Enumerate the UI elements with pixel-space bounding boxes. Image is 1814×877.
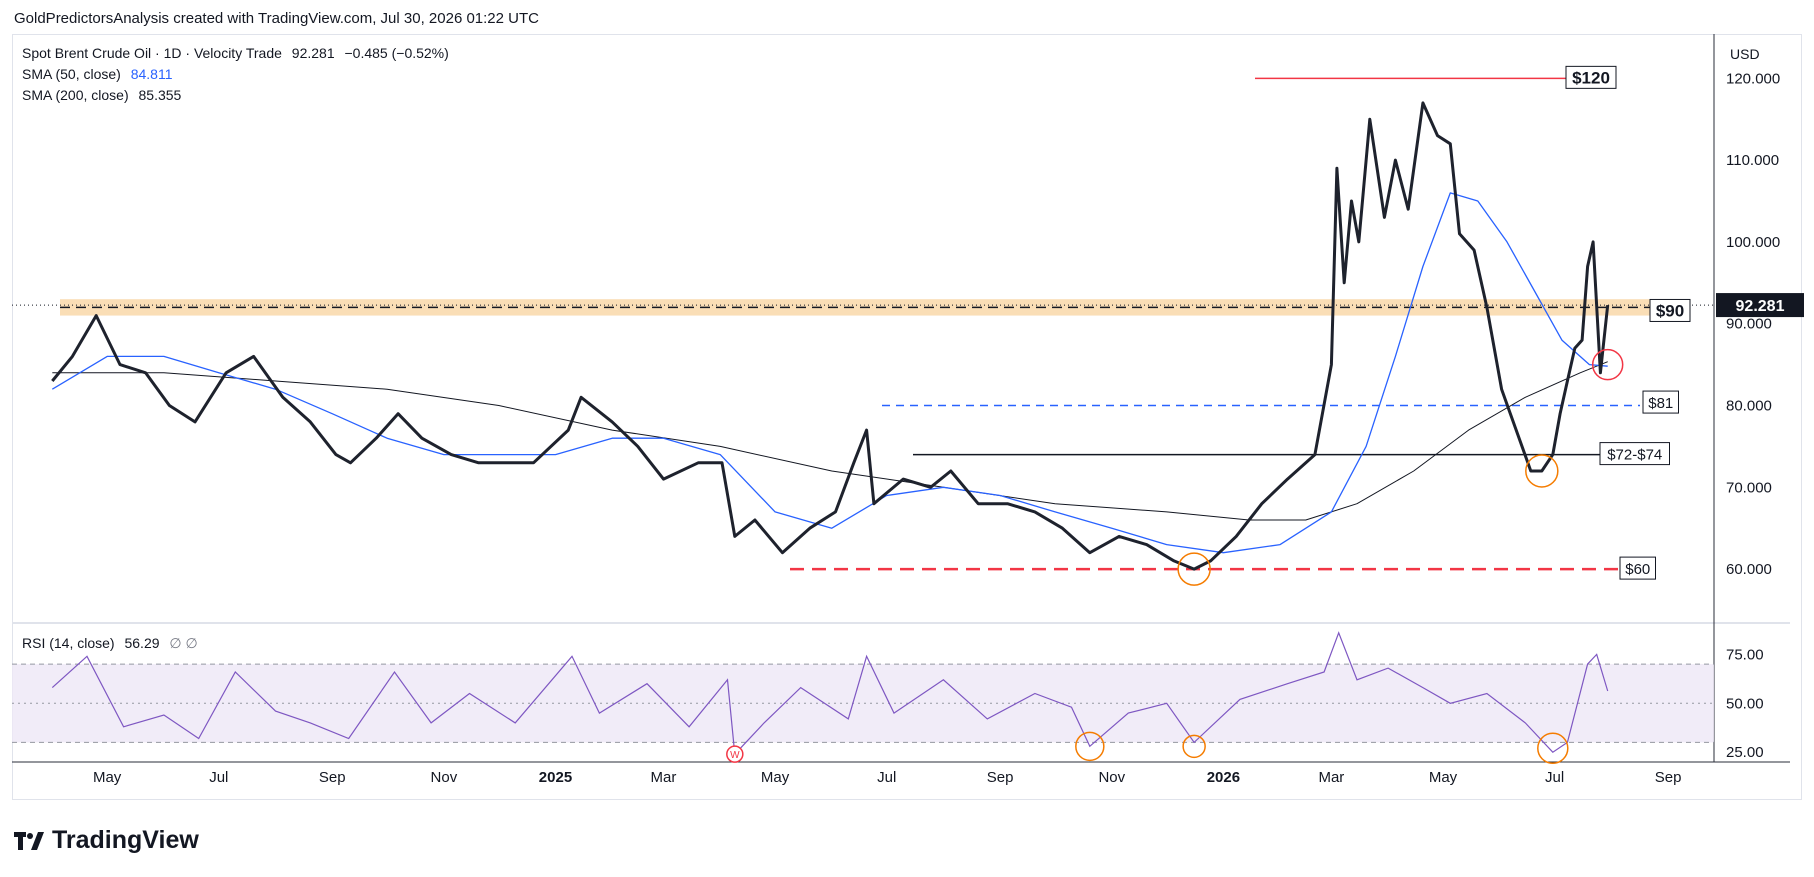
tradingview-logo[interactable]: TradingView [14, 826, 199, 855]
chart-frame[interactable] [12, 34, 1802, 800]
chart-header: GoldPredictorsAnalysis created with Trad… [14, 10, 539, 27]
time-tick-label: Mar [651, 769, 677, 786]
price-tick-label: 100.000 [1726, 234, 1780, 251]
sma50-line[interactable] [51, 192, 1608, 554]
legend-change: −0.485 (−0.52%) [344, 45, 449, 61]
time-tick-label: 2025 [539, 769, 572, 786]
price-tick-label: 120.000 [1726, 70, 1780, 87]
price-tick-label: 110.000 [1726, 152, 1779, 169]
label-120: $120 [1572, 68, 1610, 87]
time-tick-label: Nov [431, 769, 458, 786]
currency-label: USD [1730, 46, 1760, 62]
rsi-tick-label: 75.00 [1726, 646, 1764, 663]
price-line[interactable] [51, 101, 1610, 571]
label-81: $81 [1648, 395, 1673, 412]
legend-main[interactable]: Spot Brent Crude Oil · 1D · Velocity Tra… [22, 45, 449, 61]
legend-sma200-label: SMA (200, close) [22, 87, 129, 103]
label-60: $60 [1625, 561, 1650, 578]
time-tick-label: 2026 [1207, 769, 1240, 786]
legend-symbol: Spot Brent Crude Oil · 1D · Velocity Tra… [22, 45, 282, 61]
rsi-circle-oct[interactable] [1075, 731, 1105, 762]
legend-rsi-extra: ∅ ∅ [169, 635, 198, 651]
time-tick-label: May [93, 769, 122, 786]
legend-sma50-value: 84.811 [130, 66, 173, 82]
label-72-74: $72-$74 [1607, 447, 1662, 464]
rsi-circle-dec[interactable] [1182, 734, 1206, 759]
time-tick-label: Sep [987, 769, 1014, 786]
low-circle-60[interactable] [1177, 552, 1211, 586]
tradingview-logo-icon [14, 831, 44, 850]
legend-rsi[interactable]: RSI (14, close) 56.29 ∅ ∅ [22, 635, 198, 652]
legend-last: 92.281 [291, 45, 335, 61]
rsi-w-label: W [730, 750, 740, 761]
low-circle-72[interactable] [1525, 454, 1559, 488]
label-90: $90 [1656, 301, 1684, 320]
price-tick-label: 60.000 [1726, 561, 1772, 578]
legend-sma50[interactable]: SMA (50, close) 84.811 [22, 66, 173, 82]
last-price-tag-box[interactable] [1716, 293, 1804, 318]
label-72-74-box [1599, 442, 1670, 466]
time-tick-label: Jul [209, 769, 228, 786]
label-120-box [1565, 65, 1617, 89]
legend-sma50-label: SMA (50, close) [22, 66, 121, 82]
rsi-tick-label: 50.00 [1726, 695, 1764, 712]
time-tick-label: May [761, 769, 790, 786]
price-tick-label: 80.000 [1726, 398, 1772, 415]
label-60-box [1619, 556, 1656, 580]
rsi-tick-label: 25.00 [1726, 744, 1764, 761]
time-tick-label: Nov [1098, 769, 1125, 786]
rsi-line[interactable] [51, 631, 1609, 756]
price-tick-label: 90.000 [1726, 316, 1772, 333]
time-tick-label: Sep [1655, 769, 1682, 786]
current-circle[interactable] [1591, 348, 1624, 381]
legend-sma200[interactable]: SMA (200, close) 85.355 [22, 87, 181, 103]
sma200-line[interactable] [52, 361, 1608, 521]
time-tick-label: May [1429, 769, 1458, 786]
last-price-tag: 92.281 [1736, 298, 1785, 315]
legend-rsi-label: RSI (14, close) [22, 635, 115, 651]
label-81-box [1642, 390, 1679, 414]
rsi-w-marker[interactable] [726, 745, 744, 763]
time-tick-label: Mar [1318, 769, 1344, 786]
time-tick-label: Jul [877, 769, 896, 786]
label-90-box [1649, 298, 1691, 322]
time-tick-label: Jul [1545, 769, 1564, 786]
tradingview-brand: TradingView [52, 826, 199, 854]
price-tick-label: 70.000 [1726, 479, 1772, 496]
legend-rsi-value: 56.29 [124, 635, 160, 651]
rsi-circle-jun[interactable] [1537, 732, 1569, 765]
time-tick-label: Sep [319, 769, 346, 786]
legend-sma200-value: 85.355 [138, 87, 182, 103]
